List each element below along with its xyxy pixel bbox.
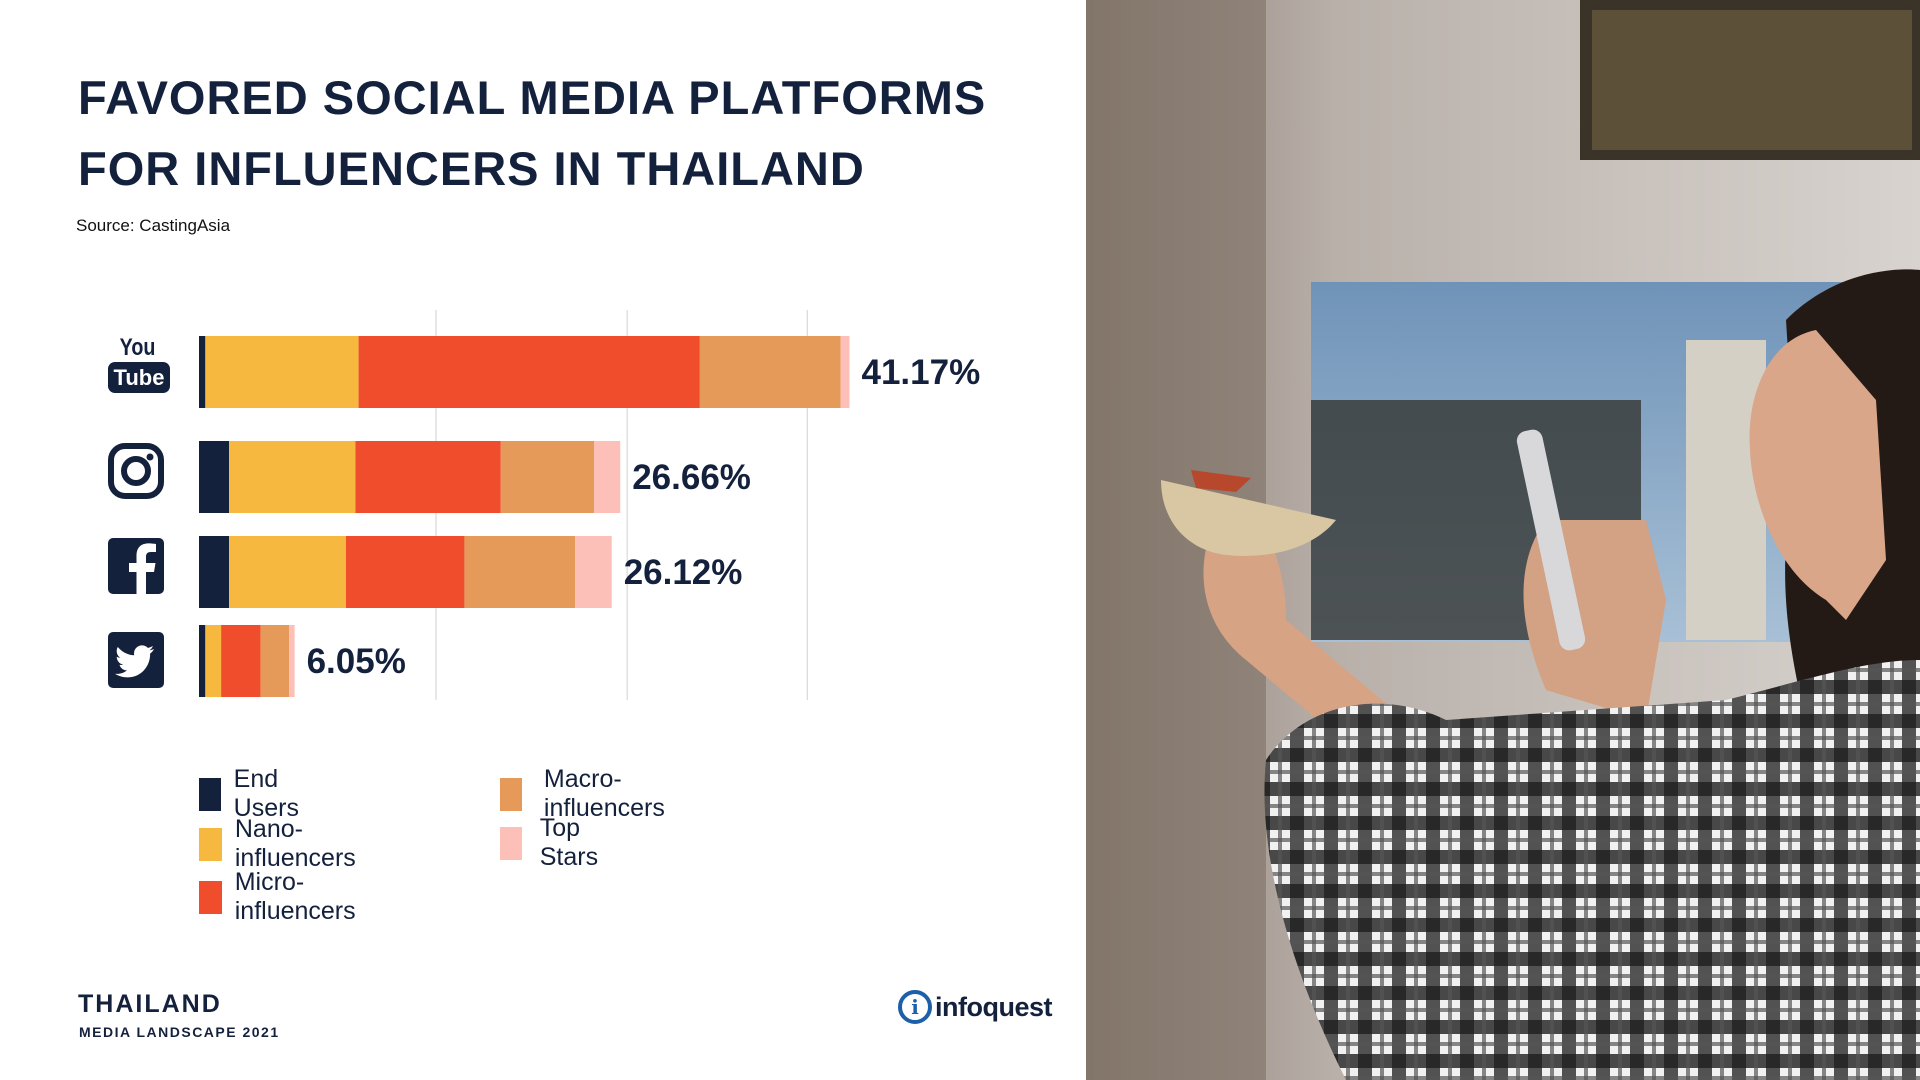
bar-segment-youtube-top-stars	[840, 336, 850, 408]
footer-country: THAILAND	[78, 990, 222, 1018]
bar-rows: 41.17% 26.66% 26.12% 6.05%	[199, 336, 980, 697]
bar-segment-instagram-top-stars	[594, 441, 621, 513]
facebook-icon	[108, 538, 164, 594]
bar-segment-instagram-micro	[355, 441, 501, 513]
bar-row-twitter: 6.05%	[199, 625, 406, 697]
bar-segment-facebook-end-users	[199, 536, 230, 608]
legend-swatch-micro	[199, 880, 222, 914]
bar-segment-youtube-micro	[358, 336, 700, 408]
infoquest-logo: i infoquest	[898, 990, 1053, 1024]
stacked-bar-chart: 41.17% 26.66% 26.12% 6.05% You Tube	[108, 310, 980, 700]
bar-segment-facebook-micro	[345, 536, 465, 608]
bar-row-facebook: 26.12%	[199, 536, 742, 608]
bar-segment-youtube-end-users	[199, 336, 206, 408]
svg-text:Tube: Tube	[114, 365, 165, 390]
legend-item-end-users: End Users	[199, 765, 310, 823]
footer-subtitle: MEDIA LANDSCAPE 2021	[79, 1024, 280, 1040]
legend-swatch-end-users	[199, 777, 221, 811]
total-label-youtube: 41.17%	[861, 353, 980, 392]
bar-segment-instagram-macro	[500, 441, 594, 513]
legend-swatch-top-stars	[500, 826, 522, 860]
legend-label-nano: Nano-influencers	[234, 815, 356, 872]
total-label-instagram: 26.66%	[632, 458, 751, 497]
legend-item-macro: Macro-influencers	[500, 765, 676, 823]
bar-segment-facebook-macro	[464, 536, 576, 608]
title-line-2: FOR INFLUENCERS IN THAILAND	[78, 142, 865, 195]
chart-title: FAVORED SOCIAL MEDIA PLATFORMS FOR INFLU…	[78, 62, 1038, 204]
legend-label-macro: Macro-influencers	[543, 765, 665, 822]
legend-item-top-stars: Top Stars	[500, 814, 609, 872]
bar-row-instagram: 26.66%	[199, 441, 751, 513]
legend-swatch-nano	[199, 827, 222, 861]
instagram-icon	[108, 443, 164, 499]
total-label-twitter: 6.05%	[307, 642, 406, 681]
bar-segment-twitter-nano	[205, 625, 222, 697]
bar-segment-instagram-end-users	[199, 441, 230, 513]
bar-row-youtube: 41.17%	[199, 336, 980, 408]
bar-segment-twitter-macro	[260, 625, 290, 697]
twitter-icon	[108, 632, 164, 688]
bar-segment-twitter-micro	[221, 625, 261, 697]
legend-label-end-users: End Users	[233, 765, 299, 822]
total-label-facebook: 26.12%	[624, 553, 743, 592]
legend-item-micro: Micro-influencers	[199, 868, 366, 926]
source-note: Source: CastingAsia	[76, 216, 231, 235]
bar-segment-youtube-macro	[699, 336, 841, 408]
legend-label-top-stars: Top Stars	[539, 814, 599, 871]
brand-name: infoquest	[935, 991, 1053, 1022]
youtube-icon: You Tube	[108, 333, 170, 393]
bar-segment-youtube-nano	[205, 336, 359, 408]
infographic-panel: FAVORED SOCIAL MEDIA PLATFORMS FOR INFLU…	[76, 62, 1053, 1040]
bar-segment-facebook-nano	[229, 536, 346, 608]
legend-label-micro: Micro-influencers	[234, 868, 356, 925]
platform-icons: You Tube	[108, 333, 170, 688]
bar-segment-twitter-top-stars	[289, 625, 295, 697]
bar-segment-twitter-end-users	[199, 625, 206, 697]
legend-swatch-macro	[500, 777, 522, 811]
title-line-1: FAVORED SOCIAL MEDIA PLATFORMS	[78, 71, 987, 124]
bar-segment-facebook-top-stars	[575, 536, 612, 608]
infoquest-mark-icon: i	[898, 990, 932, 1024]
svg-text:You: You	[120, 333, 156, 360]
legend-item-nano: Nano-influencers	[199, 815, 366, 873]
bar-segment-instagram-nano	[229, 441, 356, 513]
photo-woman-photographing-food	[1086, 0, 1920, 1080]
